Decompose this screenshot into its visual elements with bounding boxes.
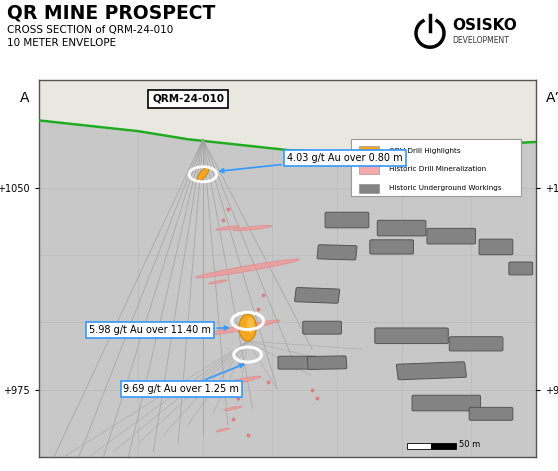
- Bar: [407, 443, 431, 449]
- Text: 4.03 g/t Au over 0.80 m: 4.03 g/t Au over 0.80 m: [220, 153, 403, 172]
- FancyBboxPatch shape: [449, 337, 503, 351]
- Ellipse shape: [224, 406, 242, 411]
- FancyBboxPatch shape: [375, 328, 448, 343]
- FancyBboxPatch shape: [412, 395, 480, 411]
- FancyBboxPatch shape: [278, 356, 317, 369]
- Text: QR MINE PROSPECT: QR MINE PROSPECT: [7, 3, 215, 22]
- Text: CROSS SECTION of QRM-24-010: CROSS SECTION of QRM-24-010: [7, 25, 173, 35]
- FancyBboxPatch shape: [352, 139, 521, 196]
- Ellipse shape: [216, 226, 240, 230]
- FancyBboxPatch shape: [370, 240, 413, 254]
- FancyBboxPatch shape: [469, 407, 513, 420]
- FancyBboxPatch shape: [509, 262, 533, 275]
- Ellipse shape: [196, 259, 300, 278]
- Ellipse shape: [205, 320, 280, 335]
- Bar: [359, 184, 379, 193]
- Ellipse shape: [216, 428, 229, 432]
- Bar: [359, 146, 379, 155]
- Text: 10 METER ENVELOPE: 10 METER ENVELOPE: [7, 38, 116, 48]
- FancyBboxPatch shape: [307, 356, 347, 369]
- Ellipse shape: [239, 314, 256, 341]
- FancyBboxPatch shape: [377, 220, 426, 236]
- Bar: [359, 165, 379, 174]
- FancyBboxPatch shape: [295, 287, 340, 303]
- Text: OSISKO: OSISKO: [452, 17, 517, 32]
- Ellipse shape: [198, 168, 209, 181]
- Text: Historic Drill Mineralization: Historic Drill Mineralization: [389, 166, 487, 172]
- FancyBboxPatch shape: [317, 245, 357, 260]
- FancyBboxPatch shape: [479, 239, 513, 255]
- Ellipse shape: [209, 280, 227, 284]
- FancyBboxPatch shape: [427, 228, 475, 244]
- Text: QRM-24-010: QRM-24-010: [152, 94, 224, 104]
- Ellipse shape: [247, 317, 254, 333]
- FancyBboxPatch shape: [396, 362, 466, 380]
- Text: 5.98 g/t Au over 11.40 m: 5.98 g/t Au over 11.40 m: [89, 325, 228, 335]
- FancyBboxPatch shape: [325, 212, 369, 228]
- Text: DEVELOPMENT: DEVELOPMENT: [452, 36, 509, 45]
- Text: A’: A’: [546, 91, 558, 105]
- Ellipse shape: [233, 225, 272, 231]
- Ellipse shape: [215, 376, 261, 387]
- Text: Historic Underground Workings: Historic Underground Workings: [389, 185, 502, 191]
- Text: 9.69 g/t Au over 1.25 m: 9.69 g/t Au over 1.25 m: [123, 364, 243, 394]
- Text: A: A: [20, 91, 29, 105]
- Text: ODV Drill Highlights: ODV Drill Highlights: [389, 147, 461, 154]
- Bar: [431, 443, 456, 449]
- FancyBboxPatch shape: [303, 321, 341, 334]
- Text: 50 m: 50 m: [459, 440, 480, 449]
